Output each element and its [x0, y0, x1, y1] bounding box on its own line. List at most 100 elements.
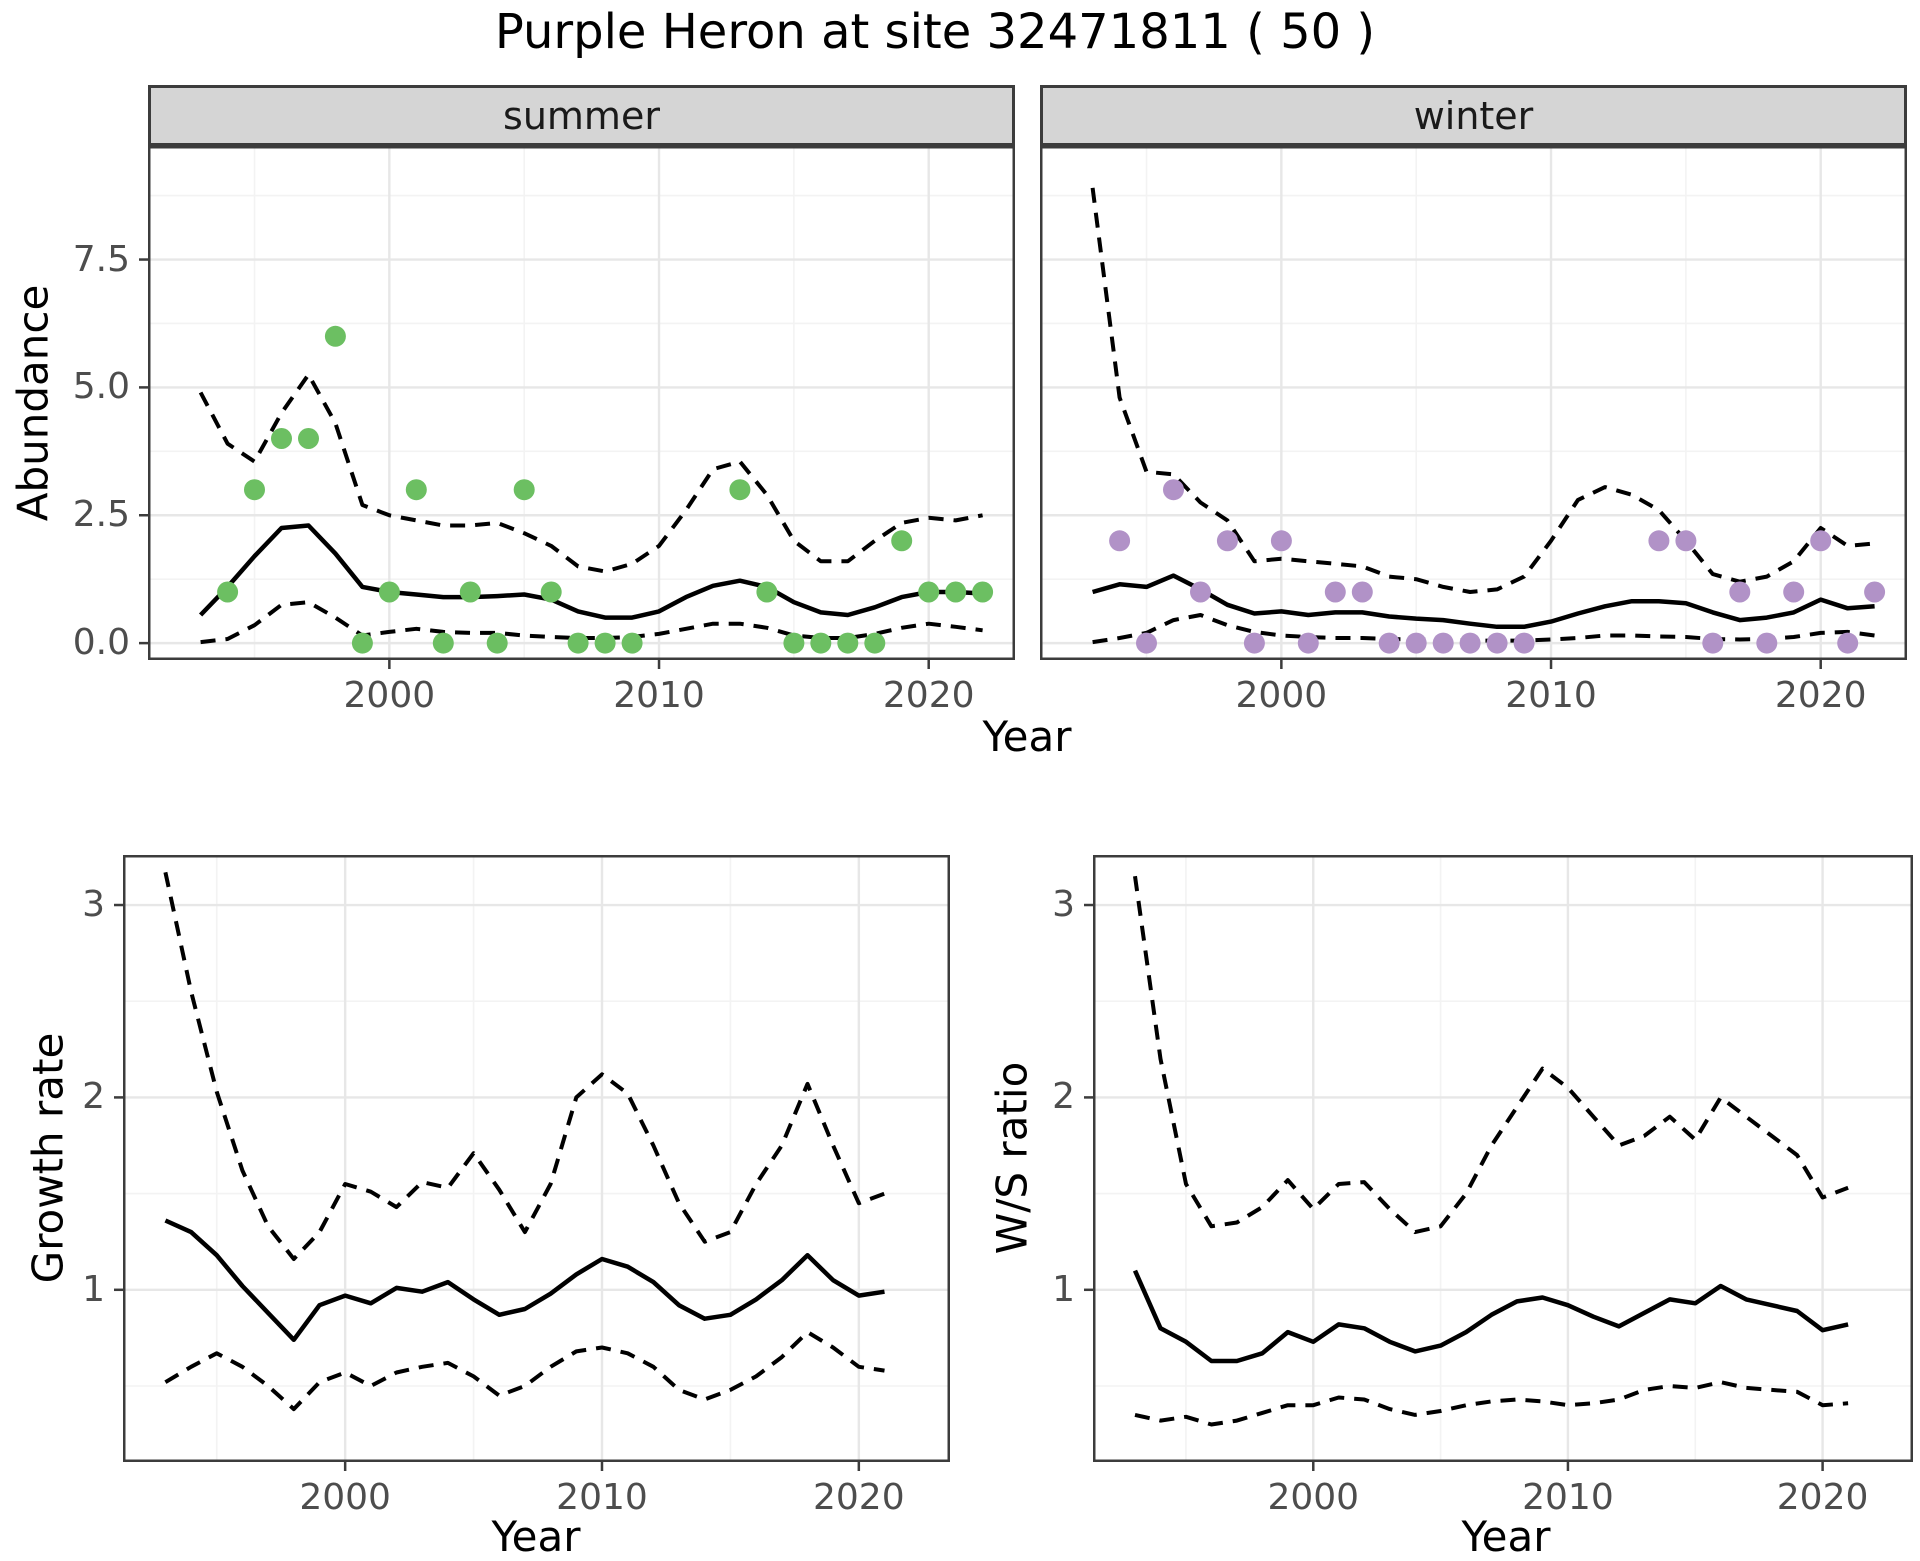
y-tick-label: 2	[82, 1076, 105, 1118]
x-tick-label: 2000	[343, 675, 436, 716]
observation-point	[1486, 632, 1508, 654]
upper-ci-line	[1090, 187, 1875, 594]
observation-point	[1405, 632, 1427, 654]
panel-background	[148, 146, 1015, 660]
y-tick-label: 1	[82, 1268, 105, 1310]
panel-background	[1093, 855, 1913, 1462]
observation-point	[1109, 530, 1131, 552]
y-tick-label: 7.5	[72, 238, 130, 280]
observation-point	[1864, 581, 1886, 603]
observation-point	[298, 428, 319, 449]
observation-point	[621, 632, 643, 654]
observation-point	[1459, 632, 1481, 654]
facet-strip-summer: summer	[148, 85, 1015, 146]
observation-point	[972, 581, 994, 603]
observation-point	[540, 581, 562, 603]
x-tick-label: 2000	[1235, 675, 1328, 716]
panel-background	[123, 855, 950, 1462]
x-tick-label: 2000	[1267, 1477, 1360, 1518]
observation-point	[1648, 530, 1670, 552]
observation-point	[1243, 632, 1265, 654]
observation-point	[918, 581, 940, 603]
observation-point	[1513, 632, 1535, 654]
observation-point	[1702, 632, 1724, 654]
observation-point	[810, 632, 832, 654]
y-tick-label: 1	[1052, 1268, 1075, 1310]
observation-point	[1351, 581, 1373, 603]
y-axis-title-growth-rate: Growth rate	[23, 1032, 73, 1284]
x-tick-label: 2010	[1522, 1477, 1614, 1518]
observation-point	[351, 632, 373, 654]
panel-border	[123, 855, 950, 1462]
observation-point	[783, 632, 805, 654]
observation-point	[837, 632, 859, 654]
x-tick-label: 2010	[1505, 675, 1597, 716]
y-tick-label: 3	[1052, 884, 1075, 926]
y-tick-label: 3	[82, 884, 105, 926]
observation-point	[1837, 632, 1859, 654]
mean-line	[1132, 1269, 1849, 1364]
panel-growth-rate	[114, 855, 950, 1471]
x-tick-label: 2010	[613, 675, 705, 716]
y-tick-label: 2.5	[72, 494, 130, 536]
page-title: Purple Heron at site 32471811 ( 50 )	[494, 4, 1376, 60]
panel-border	[1040, 146, 1907, 660]
observation-point	[729, 479, 751, 501]
facet-strip-winter: winter	[1040, 85, 1907, 146]
observation-point	[567, 632, 589, 654]
panel-abundance-winter	[1040, 146, 1907, 669]
observation-point	[594, 632, 616, 654]
upper-ci-line	[1133, 875, 1849, 1235]
observation-point	[324, 325, 346, 347]
observation-point	[945, 581, 967, 603]
facet-strip-winter-label: winter	[1413, 93, 1534, 138]
observation-point	[1378, 632, 1400, 654]
x-tick-label: 2020	[813, 1477, 905, 1518]
observation-point	[1270, 530, 1292, 552]
panel-border	[1093, 855, 1913, 1462]
upper-ci-line	[198, 372, 983, 574]
observation-point	[1729, 581, 1751, 603]
observation-point	[217, 581, 239, 603]
mean-line	[164, 1218, 885, 1343]
facet-strip-summer-label: summer	[503, 93, 660, 138]
panel-background	[1040, 146, 1907, 660]
observation-point	[756, 581, 778, 603]
observation-point	[405, 479, 427, 501]
observation-point	[378, 581, 400, 603]
observation-point	[1216, 530, 1238, 552]
x-axis-title-year-top: Year	[982, 712, 1072, 761]
x-tick-label: 2020	[1776, 1477, 1869, 1518]
panel-abundance-summer	[139, 146, 1015, 669]
observation-point	[432, 632, 454, 654]
observation-point	[1810, 530, 1832, 552]
observation-point	[1756, 632, 1778, 654]
mean-line	[198, 523, 983, 620]
y-tick-label: 0.0	[72, 622, 130, 664]
observation-point	[1297, 632, 1319, 654]
observation-point	[1190, 581, 1211, 603]
x-axis-title-year-ws: Year	[1461, 1512, 1551, 1561]
observation-point	[1432, 632, 1454, 654]
panel-ws-ratio	[1084, 855, 1913, 1471]
lower-ci-line	[1134, 1380, 1849, 1427]
upper-ci-line	[163, 871, 886, 1261]
y-tick-label: 5.0	[72, 366, 130, 408]
observation-point	[1783, 581, 1805, 603]
x-tick-label: 2010	[556, 1477, 648, 1518]
observation-point	[1324, 581, 1346, 603]
observation-point	[513, 479, 535, 501]
observation-point	[244, 479, 265, 501]
observation-point	[864, 632, 886, 654]
panel-border	[148, 146, 1015, 660]
y-tick-label: 2	[1052, 1076, 1075, 1118]
x-axis-title-year-growth: Year	[491, 1512, 581, 1561]
observation-point	[1163, 479, 1184, 501]
observation-point	[891, 530, 913, 552]
observation-point	[1136, 632, 1157, 654]
x-tick-label: 2020	[1774, 675, 1867, 716]
x-tick-label: 2000	[299, 1477, 391, 1518]
x-tick-label: 2020	[882, 675, 975, 716]
observation-point	[486, 632, 508, 654]
